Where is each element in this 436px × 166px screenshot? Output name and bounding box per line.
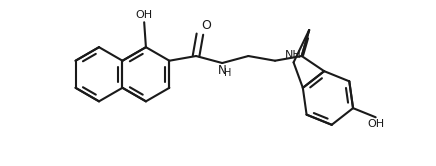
- Text: N: N: [218, 64, 227, 77]
- Text: OH: OH: [367, 120, 384, 129]
- Text: O: O: [201, 19, 211, 32]
- Text: NH: NH: [285, 50, 302, 60]
- Text: H: H: [224, 68, 231, 78]
- Text: OH: OH: [136, 10, 153, 20]
